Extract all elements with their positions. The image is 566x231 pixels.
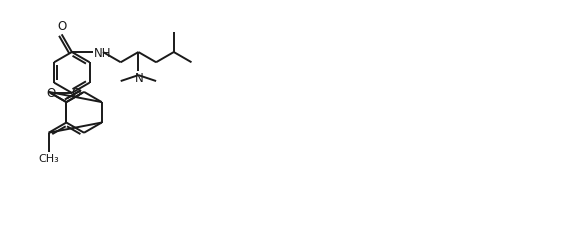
Text: O: O: [72, 86, 81, 99]
Text: O: O: [46, 86, 55, 99]
Text: CH₃: CH₃: [38, 154, 59, 164]
Text: N: N: [135, 72, 143, 85]
Text: O: O: [57, 20, 66, 33]
Text: NH: NH: [93, 46, 111, 59]
